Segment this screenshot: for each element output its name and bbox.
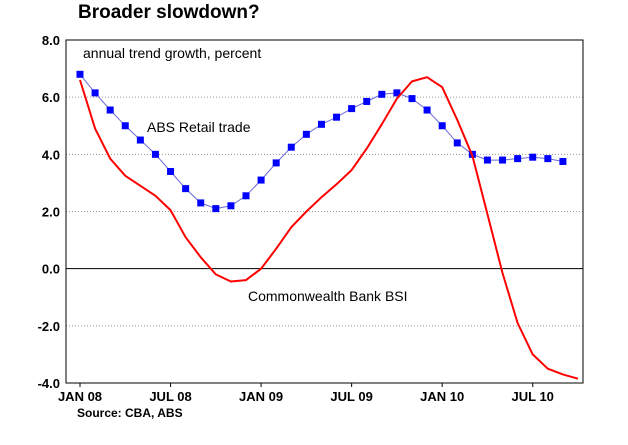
data-point [227, 202, 235, 210]
data-point [378, 90, 386, 98]
series-layer [76, 70, 579, 380]
x-tick-label: JUL 08 [149, 389, 191, 404]
data-point [257, 176, 265, 184]
y-tick-label: 2.0 [42, 205, 60, 220]
data-point [317, 120, 325, 128]
data-point [514, 155, 522, 163]
y-tick-label: 6.0 [42, 90, 60, 105]
annotation-retail: ABS Retail trade [147, 119, 251, 135]
data-point [333, 113, 341, 121]
data-point [272, 159, 280, 167]
chart-title: Broader slowdown? [78, 2, 260, 23]
data-point [529, 153, 537, 161]
series-line-bsi [79, 76, 579, 380]
data-point [182, 185, 190, 193]
chart-subtitle: annual trend growth, percent [83, 45, 262, 61]
data-point [483, 156, 491, 164]
x-tick-label: JAN 09 [239, 389, 283, 404]
data-point [136, 136, 144, 144]
data-point [121, 122, 129, 130]
plot-border [65, 39, 584, 384]
data-point [363, 97, 371, 105]
y-tick-label: 4.0 [42, 147, 60, 162]
data-point [453, 139, 461, 147]
x-tick-label: JUL 09 [330, 389, 372, 404]
data-point [197, 199, 205, 207]
x-tick-label: JAN 08 [58, 389, 102, 404]
y-tick-label: -4.0 [38, 376, 60, 391]
data-point [408, 95, 416, 103]
annotation-bsi: Commonwealth Bank BSI [248, 288, 408, 304]
data-point [559, 157, 567, 165]
data-point [438, 122, 446, 130]
data-point [106, 106, 114, 114]
data-point [91, 89, 99, 97]
source-note: Source: CBA, ABS [77, 406, 183, 420]
data-point [302, 130, 310, 138]
data-point [151, 150, 159, 158]
axis-layer [65, 39, 584, 387]
data-point [167, 167, 175, 175]
y-tick-label: 8.0 [42, 33, 60, 48]
data-point [348, 105, 356, 113]
data-point [393, 89, 401, 97]
data-point [287, 143, 295, 151]
data-point [544, 155, 552, 163]
x-tick-label: JUL 10 [512, 389, 554, 404]
data-point [242, 192, 250, 200]
y-tick-label: 0.0 [42, 262, 60, 277]
grid-layer [66, 96, 583, 327]
data-point [76, 70, 84, 78]
data-point [423, 106, 431, 114]
x-tick-label: JAN 10 [420, 389, 464, 404]
series-line-retail [79, 73, 563, 210]
y-tick-label: -2.0 [38, 319, 60, 334]
data-point [499, 156, 507, 164]
data-point [212, 205, 220, 213]
